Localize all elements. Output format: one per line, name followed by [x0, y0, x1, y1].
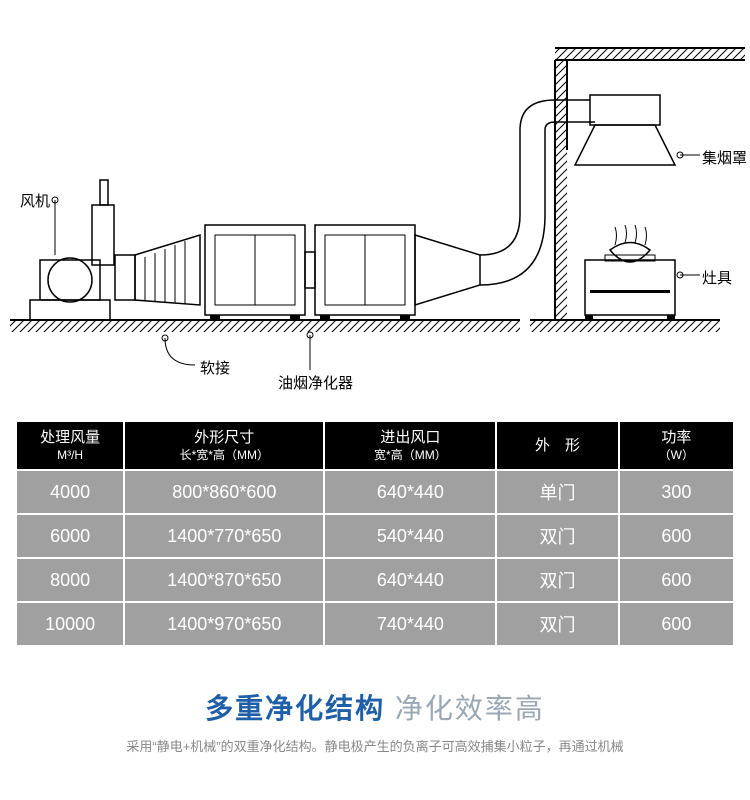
- hood-shape: [570, 95, 675, 165]
- table-row: 4000 800*860*600 640*440 单门 300: [17, 471, 733, 513]
- subtext: 采用“静电+机械”的双重净化结构。静电极产生的负离子可高效捕集小粒子，再通过机械: [0, 737, 750, 758]
- diagram-svg: [0, 0, 750, 420]
- purifier-shape: [205, 225, 415, 320]
- col-inlet: 进出风口 宽*高（MM）: [325, 422, 495, 469]
- col-dimensions: 外形尺寸 长*宽*高（MM）: [125, 422, 323, 469]
- table-header-row: 处理风量 M³/H 外形尺寸 长*宽*高（MM） 进出风口 宽*高（MM） 外 …: [17, 422, 733, 469]
- col-airflow: 处理风量 M³/H: [17, 422, 123, 469]
- flex-joint-shape: [115, 235, 200, 305]
- label-hood: 集烟罩: [702, 147, 747, 168]
- label-flex-joint: 软接: [200, 357, 230, 378]
- col-power: 功率 （W）: [620, 422, 733, 469]
- spec-table: 处理风量 M³/H 外形尺寸 长*宽*高（MM） 进出风口 宽*高（MM） 外 …: [15, 420, 735, 647]
- headline-secondary: 净化效率高: [395, 693, 545, 724]
- table-row: 8000 1400*870*650 640*440 双门 600: [17, 559, 733, 601]
- spec-table-wrapper: 处理风量 M³/H 外形尺寸 长*宽*高（MM） 进出风口 宽*高（MM） 外 …: [15, 420, 735, 647]
- system-diagram: 风机 软接 油烟净化器 集烟罩 灶具: [0, 0, 750, 420]
- duct-shape: [415, 100, 570, 305]
- headline-primary: 多重净化结构: [205, 693, 385, 724]
- stove-shape: [585, 225, 675, 320]
- table-row: 10000 1400*970*650 740*440 双门 600: [17, 603, 733, 645]
- label-fan: 风机: [20, 190, 50, 211]
- table-row: 6000 1400*770*650 540*440 双门 600: [17, 515, 733, 557]
- headline: 多重净化结构 净化效率高: [0, 687, 750, 727]
- col-shape: 外 形: [497, 422, 617, 469]
- label-stove: 灶具: [702, 267, 732, 288]
- label-purifier: 油烟净化器: [278, 372, 353, 393]
